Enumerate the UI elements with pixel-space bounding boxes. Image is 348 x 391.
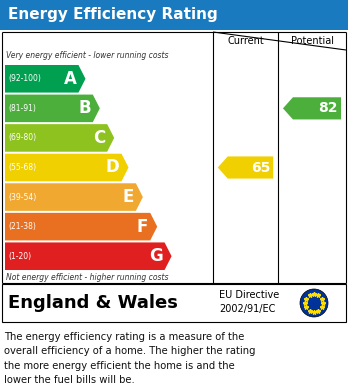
Polygon shape: [5, 95, 100, 122]
Polygon shape: [218, 156, 273, 179]
Text: Potential: Potential: [291, 36, 333, 46]
Text: C: C: [93, 129, 105, 147]
Text: Current: Current: [227, 36, 264, 46]
Polygon shape: [283, 97, 341, 119]
Polygon shape: [5, 65, 86, 93]
Text: (81-91): (81-91): [8, 104, 36, 113]
Text: 82: 82: [318, 101, 338, 115]
Polygon shape: [5, 183, 143, 211]
Text: D: D: [106, 158, 119, 176]
Text: (69-80): (69-80): [8, 133, 36, 142]
Text: (21-38): (21-38): [8, 222, 36, 231]
Text: Not energy efficient - higher running costs: Not energy efficient - higher running co…: [6, 273, 168, 283]
Polygon shape: [5, 213, 157, 240]
Polygon shape: [5, 242, 172, 270]
FancyBboxPatch shape: [2, 284, 346, 322]
Text: (55-68): (55-68): [8, 163, 36, 172]
Polygon shape: [5, 124, 114, 152]
Text: Very energy efficient - lower running costs: Very energy efficient - lower running co…: [6, 52, 168, 61]
FancyBboxPatch shape: [0, 0, 348, 30]
Text: (39-54): (39-54): [8, 193, 36, 202]
Text: B: B: [78, 99, 91, 117]
Text: E: E: [122, 188, 134, 206]
Text: F: F: [137, 218, 148, 236]
Polygon shape: [5, 154, 128, 181]
Text: 65: 65: [251, 160, 270, 174]
Text: (1-20): (1-20): [8, 252, 31, 261]
Text: England & Wales: England & Wales: [8, 294, 178, 312]
Text: The energy efficiency rating is a measure of the
overall efficiency of a home. T: The energy efficiency rating is a measur…: [4, 332, 255, 385]
Text: G: G: [149, 247, 163, 265]
Text: EU Directive: EU Directive: [219, 290, 279, 300]
Circle shape: [300, 289, 328, 317]
Text: Energy Efficiency Rating: Energy Efficiency Rating: [8, 7, 218, 23]
Text: (92-100): (92-100): [8, 74, 41, 83]
Text: 2002/91/EC: 2002/91/EC: [219, 304, 275, 314]
Text: A: A: [64, 70, 77, 88]
